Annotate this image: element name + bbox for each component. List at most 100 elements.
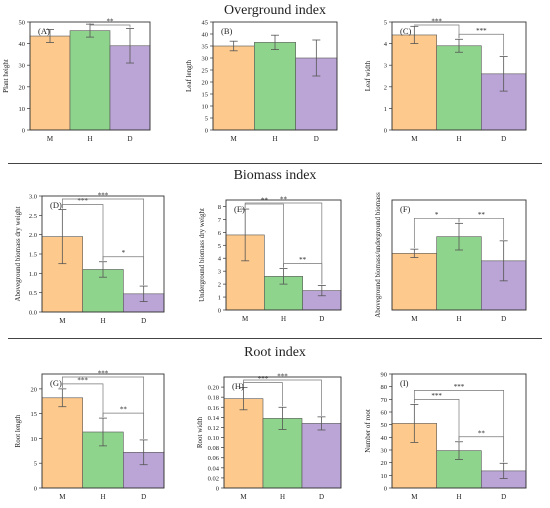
y-tick-label: 0.08 bbox=[208, 445, 219, 452]
significance-label: *** bbox=[454, 383, 465, 391]
significance-bracket bbox=[61, 198, 145, 286]
y-tick-label: 1.5 bbox=[29, 252, 37, 259]
y-tick-label: 0.5 bbox=[29, 290, 37, 297]
bar-h bbox=[69, 30, 111, 131]
y-tick-label: 0 bbox=[384, 128, 387, 135]
x-tick-label: H bbox=[281, 315, 286, 323]
bar-m bbox=[391, 34, 437, 131]
y-tick-label: 4 bbox=[218, 256, 222, 263]
plot-frame bbox=[223, 376, 342, 489]
plot-frame bbox=[391, 21, 527, 131]
y-tick-label: 2 bbox=[384, 84, 387, 91]
y-tick-label: 45 bbox=[202, 20, 209, 27]
y-axis-label: Underground biomass dry weight bbox=[198, 208, 206, 302]
bar-m bbox=[29, 35, 71, 131]
y-tick-label: 10 bbox=[381, 473, 388, 480]
panel-label: (B) bbox=[221, 26, 233, 36]
significance-label: *** bbox=[431, 18, 442, 26]
bar-m bbox=[212, 45, 255, 131]
y-tick-label: 0 bbox=[384, 486, 387, 493]
significance-bracket bbox=[413, 390, 505, 463]
x-tick-label: M bbox=[231, 135, 238, 143]
x-tick-label: D bbox=[319, 493, 324, 501]
y-axis-label: Leaf length bbox=[185, 59, 193, 92]
significance-label: ** bbox=[261, 197, 269, 205]
significance-label: ** bbox=[299, 256, 307, 264]
bar-h bbox=[254, 42, 296, 131]
y-tick-label: 40 bbox=[19, 41, 26, 48]
y-tick-label: 0 bbox=[205, 128, 208, 135]
panel-label: (F) bbox=[400, 204, 411, 214]
y-tick-label: 0.16 bbox=[208, 405, 220, 412]
y-tick-label: 0 bbox=[218, 308, 221, 315]
y-tick-label: 50 bbox=[381, 422, 388, 429]
y-tick-label: 0.20 bbox=[208, 385, 219, 392]
significance-label: * bbox=[435, 211, 439, 219]
significance-bracket bbox=[89, 23, 131, 28]
x-tick-label: H bbox=[280, 493, 285, 501]
x-tick-label: D bbox=[314, 135, 319, 143]
significance-label: ** bbox=[107, 18, 115, 26]
x-tick-label: D bbox=[127, 135, 132, 143]
y-tick-label: 40 bbox=[381, 435, 388, 442]
y-tick-label: 0.02 bbox=[208, 475, 219, 482]
significance-bracket bbox=[458, 217, 505, 240]
y-tick-label: 5 bbox=[34, 461, 37, 468]
y-axis-label: Leaf width bbox=[364, 60, 372, 91]
y-tick-label: 10 bbox=[202, 104, 209, 111]
significance-label: *** bbox=[77, 197, 88, 205]
significance-label: *** bbox=[476, 27, 487, 35]
y-tick-label: 15 bbox=[202, 92, 209, 99]
panel-label: (H) bbox=[232, 381, 244, 391]
bar-h bbox=[436, 45, 482, 131]
x-tick-label: D bbox=[501, 135, 506, 143]
y-tick-label: 50 bbox=[19, 20, 26, 27]
x-tick-label: M bbox=[59, 493, 66, 501]
bar-m bbox=[391, 253, 437, 311]
panel-label: (E) bbox=[234, 204, 245, 214]
y-tick-label: 5 bbox=[218, 243, 221, 250]
significance-bracket bbox=[458, 33, 505, 56]
x-tick-label: D bbox=[501, 493, 506, 501]
plot-frame bbox=[29, 21, 151, 131]
y-tick-label: 2 bbox=[218, 282, 221, 289]
y-tick-label: 30 bbox=[19, 63, 26, 70]
y-tick-label: 30 bbox=[202, 56, 209, 63]
y-tick-label: 1 bbox=[218, 295, 221, 302]
y-tick-label: 25 bbox=[202, 68, 209, 75]
x-tick-label: H bbox=[456, 135, 461, 143]
plot-frame bbox=[225, 199, 342, 311]
significance-bracket bbox=[61, 376, 145, 439]
significance-bracket bbox=[243, 379, 322, 416]
y-tick-label: 0.04 bbox=[208, 465, 220, 472]
panel-label: (G) bbox=[50, 378, 62, 388]
y-tick-label: 5 bbox=[384, 20, 387, 27]
y-tick-label: 0 bbox=[216, 486, 219, 493]
section-divider bbox=[8, 338, 542, 339]
x-tick-label: H bbox=[100, 317, 105, 325]
plot-frame bbox=[391, 373, 527, 489]
y-axis-label: Aboveground biomass/underground biomass bbox=[374, 192, 382, 318]
y-tick-label: 0.0 bbox=[29, 310, 37, 317]
y-tick-label: 0.12 bbox=[208, 425, 219, 432]
x-tick-label: M bbox=[47, 135, 54, 143]
significance-label: *** bbox=[431, 392, 442, 400]
y-tick-label: 20 bbox=[381, 460, 388, 467]
y-tick-label: 2.0 bbox=[29, 232, 37, 239]
significance-bracket bbox=[413, 24, 460, 39]
y-tick-label: 0.18 bbox=[208, 395, 219, 402]
x-tick-label: M bbox=[411, 493, 418, 501]
y-axis-label: Number of root bbox=[364, 409, 372, 453]
x-tick-label: D bbox=[319, 315, 324, 323]
x-tick-label: M bbox=[59, 317, 66, 325]
y-tick-label: 5 bbox=[205, 116, 208, 123]
y-tick-label: 1 bbox=[384, 106, 387, 113]
bar-m bbox=[41, 397, 83, 489]
y-tick-label: 4 bbox=[384, 41, 388, 48]
y-tick-label: 20 bbox=[31, 386, 38, 393]
y-tick-label: 0.14 bbox=[208, 415, 220, 422]
y-tick-label: 7 bbox=[218, 217, 222, 224]
x-tick-label: H bbox=[456, 493, 461, 501]
x-tick-label: H bbox=[87, 135, 92, 143]
